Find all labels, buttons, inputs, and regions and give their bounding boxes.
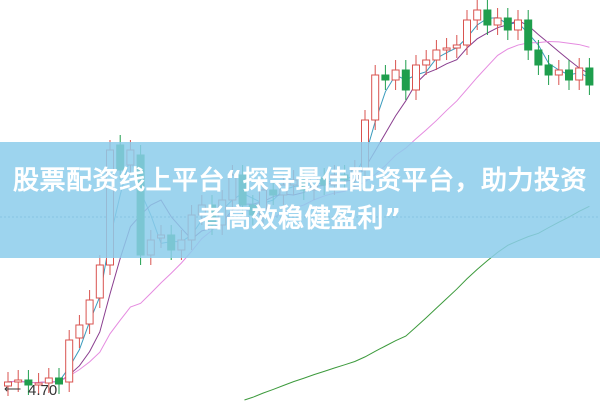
candle <box>575 58 584 90</box>
candle <box>75 315 84 348</box>
candle-body <box>493 17 502 26</box>
candle <box>432 40 441 70</box>
candle <box>442 38 451 60</box>
candle-body <box>524 19 533 51</box>
candle <box>473 0 482 30</box>
candle-body <box>381 74 390 81</box>
candle <box>65 330 74 392</box>
candle-body <box>534 49 543 66</box>
candle <box>4 372 12 396</box>
candle-body <box>34 382 43 386</box>
candle-body <box>4 381 12 387</box>
candle <box>483 0 492 35</box>
candle-body <box>442 47 451 51</box>
candle-body <box>401 69 410 91</box>
candle-body <box>24 379 33 386</box>
candle <box>585 58 594 95</box>
candle <box>371 65 380 130</box>
candle-body <box>75 324 84 339</box>
candle-body <box>432 49 441 61</box>
candle <box>401 60 410 100</box>
candle <box>463 10 471 55</box>
candle-body <box>473 9 482 21</box>
candle <box>55 368 63 394</box>
candle <box>544 55 553 85</box>
candle <box>565 60 573 90</box>
candle <box>85 290 94 334</box>
candle-body <box>14 379 23 383</box>
candle <box>95 255 104 308</box>
candle <box>391 60 400 90</box>
candle <box>514 10 522 40</box>
candle-body <box>565 69 573 81</box>
candle-body <box>544 64 553 76</box>
candle-body <box>463 19 471 46</box>
candle-body <box>483 9 492 26</box>
title-banner: 股票配资线上平台“探寻最佳配资平台，助力投资 者高效稳健盈利” <box>0 142 600 258</box>
candle <box>534 40 543 75</box>
candle-body <box>422 59 431 66</box>
candle <box>381 65 390 90</box>
candle <box>412 55 420 100</box>
candle <box>14 370 23 392</box>
candle-body <box>554 69 563 76</box>
candle-body <box>371 74 380 121</box>
candle <box>503 8 512 40</box>
candle-body <box>95 264 104 299</box>
candle-body <box>55 377 63 385</box>
candle-body <box>503 17 512 31</box>
candle <box>44 368 53 393</box>
candle-body <box>412 64 420 91</box>
banner-title-line2: 者高效稳健盈利” <box>198 204 402 234</box>
candle-body <box>514 19 522 31</box>
candle-body <box>575 67 584 81</box>
low-price-label: 4.70 <box>28 382 58 399</box>
candle <box>452 35 461 58</box>
banner-title-line1: 股票配资线上平台“探寻最佳配资平台，助力投资 <box>12 166 588 196</box>
candle-body <box>44 377 53 384</box>
candle <box>493 8 502 35</box>
candle-body <box>585 67 594 86</box>
candle-body <box>65 339 74 383</box>
candle <box>24 370 33 395</box>
candle <box>422 50 431 75</box>
low-arrow-icon: ⟵ <box>4 382 22 396</box>
candle <box>34 373 43 395</box>
candle-body <box>391 69 400 81</box>
candle-body <box>452 44 461 49</box>
candle <box>524 10 533 60</box>
candle <box>554 60 563 85</box>
candle-body <box>85 299 94 325</box>
